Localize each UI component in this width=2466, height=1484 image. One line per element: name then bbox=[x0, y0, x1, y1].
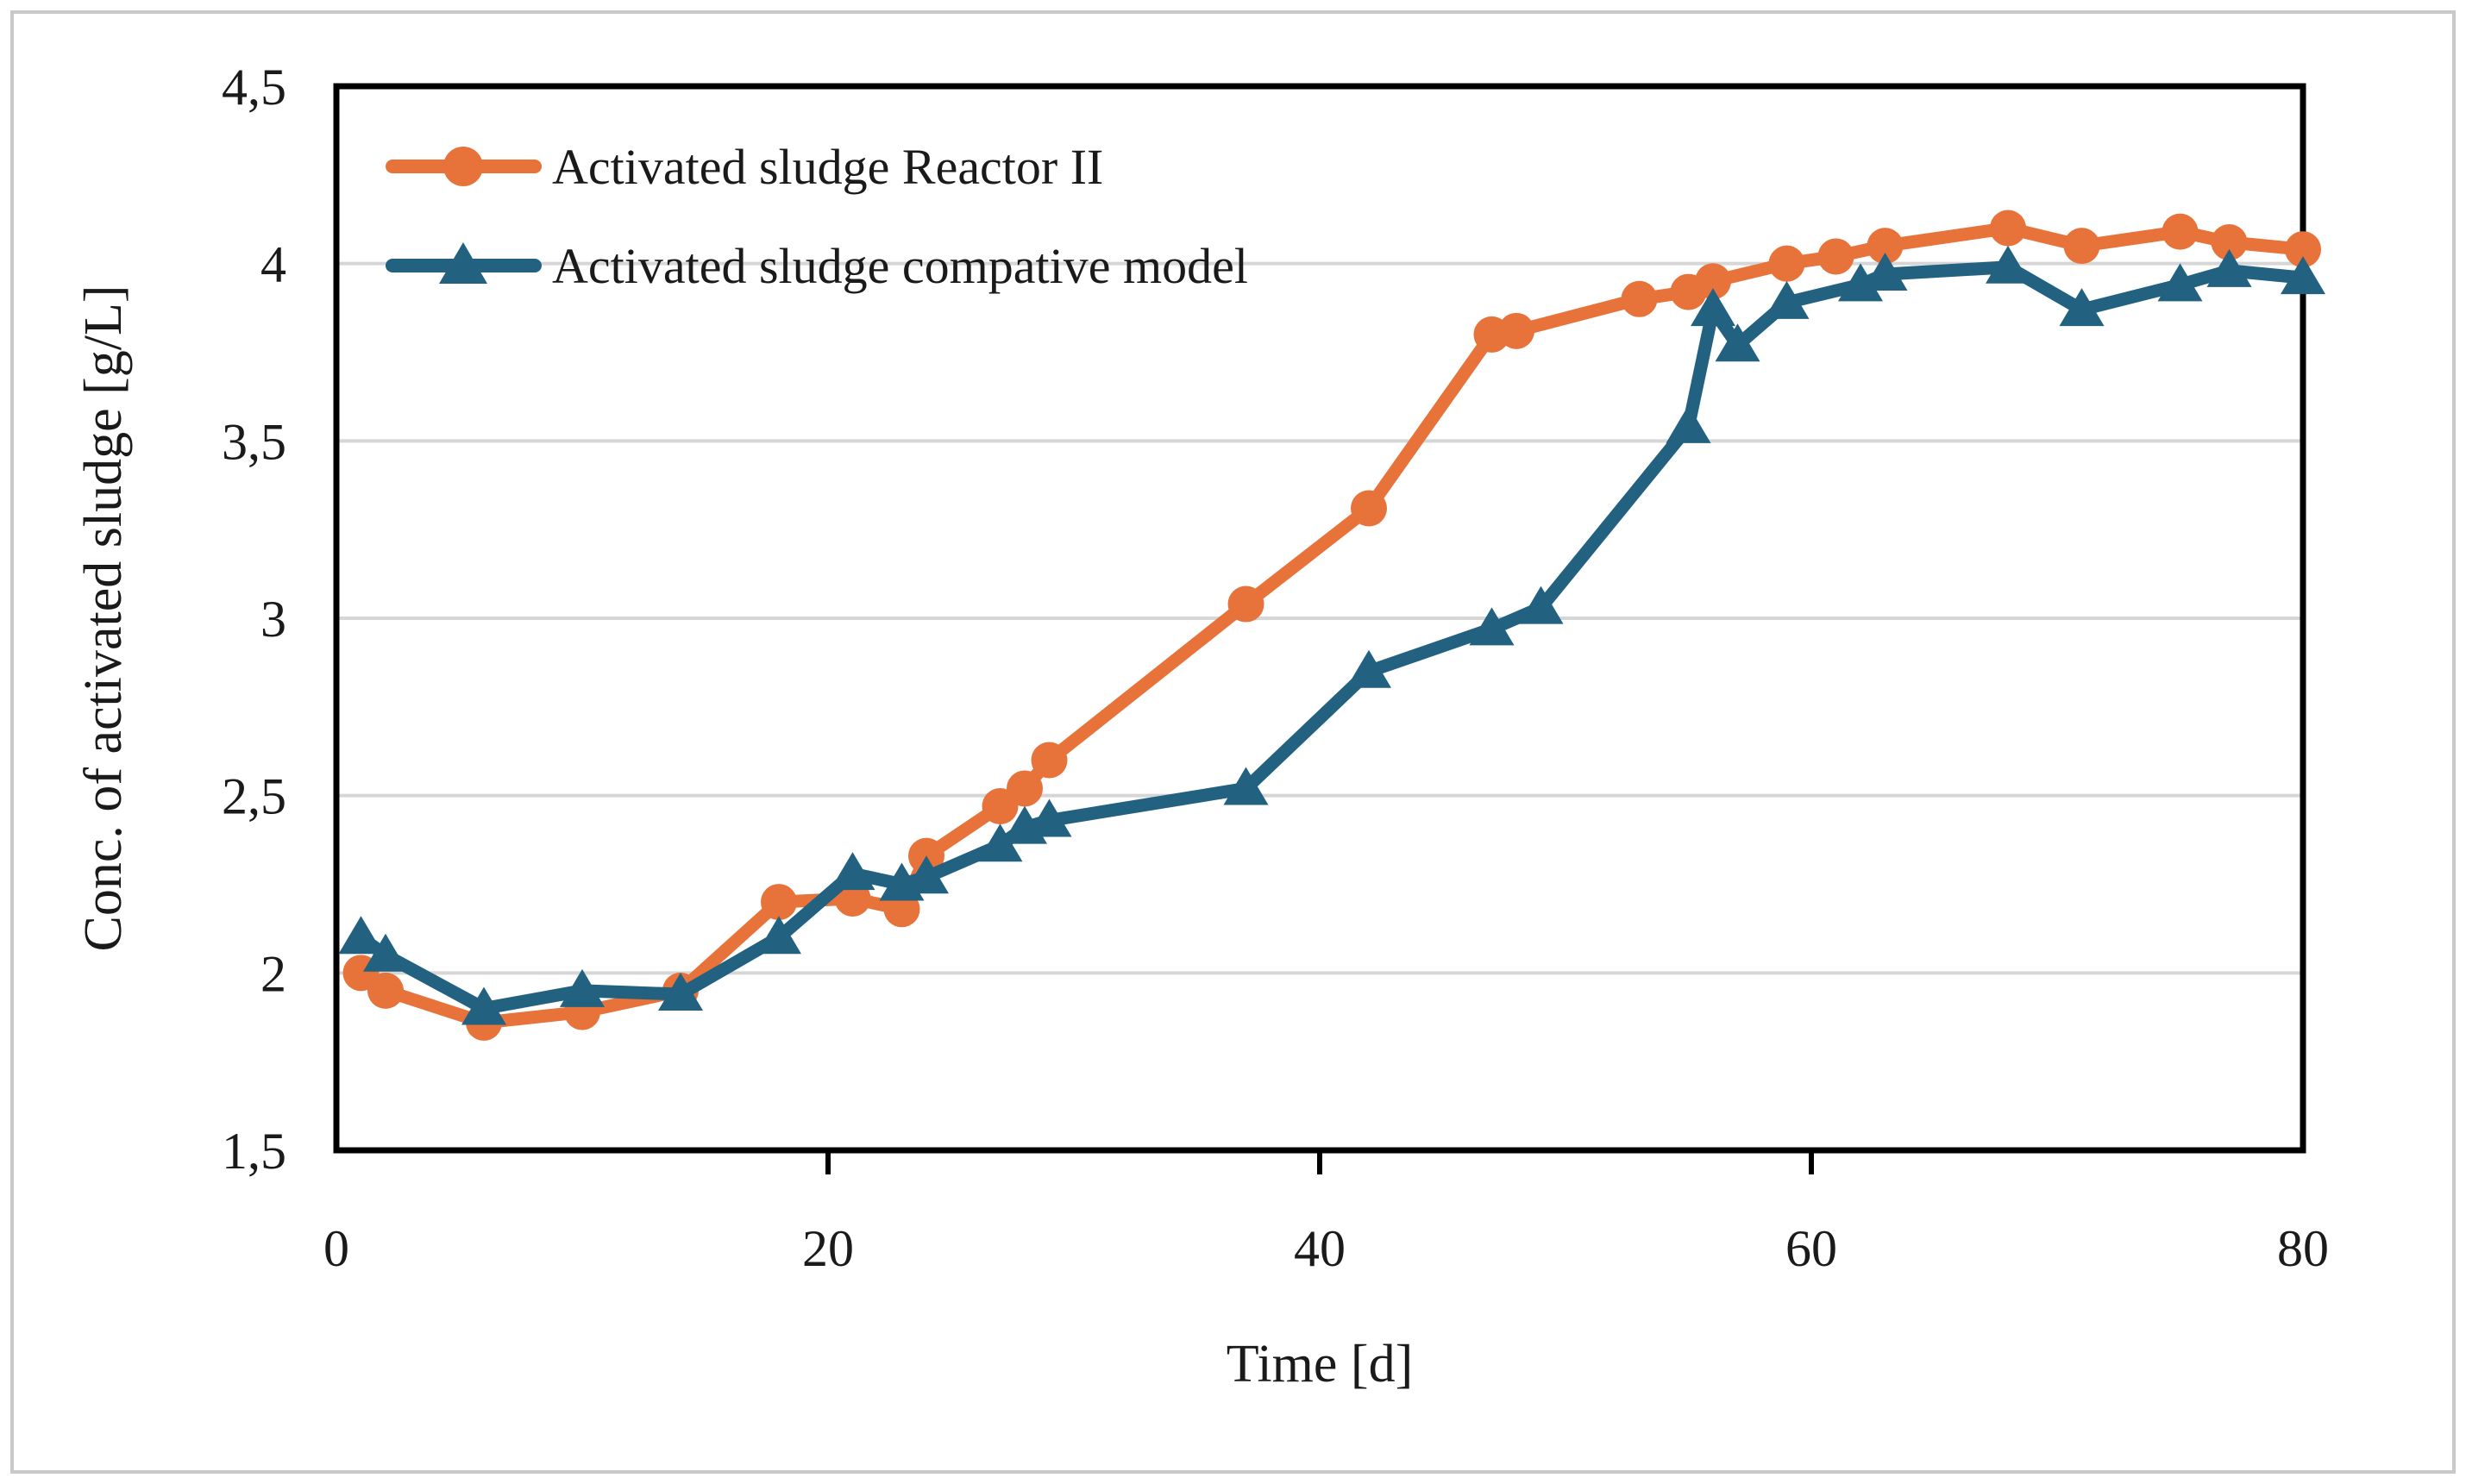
x-tick-label: 80 bbox=[2277, 1220, 2329, 1277]
data-point-triangle bbox=[1666, 404, 1711, 443]
data-point-circle bbox=[2162, 213, 2199, 250]
series-line bbox=[355, 260, 2310, 1015]
data-point-circle bbox=[1990, 210, 2026, 247]
data-point-triangle bbox=[658, 973, 703, 1011]
series-line bbox=[355, 222, 2310, 1030]
data-point-circle bbox=[2063, 228, 2100, 265]
data-point-circle bbox=[1817, 238, 1854, 275]
series-model bbox=[338, 245, 2325, 1025]
y-tick-label: 2 bbox=[260, 945, 286, 1002]
x-tick-label: 0 bbox=[323, 1220, 349, 1277]
data-point-triangle bbox=[830, 852, 875, 891]
legend: Activated sludge Reactor II Activated slu… bbox=[386, 139, 1248, 294]
data-point-triangle bbox=[2281, 256, 2325, 295]
data-point-triangle bbox=[1518, 585, 1564, 624]
data-point-circle bbox=[367, 972, 404, 1009]
data-point-triangle bbox=[977, 823, 1023, 862]
data-point-circle bbox=[1351, 490, 1387, 527]
y-axis-label: Conc. of activated sludge [g/L] bbox=[74, 285, 133, 951]
data-point-triangle bbox=[1026, 798, 1072, 837]
x-tick-label: 60 bbox=[1785, 1220, 1837, 1277]
data-point-triangle bbox=[338, 916, 384, 955]
x-tick-label: 20 bbox=[802, 1220, 854, 1277]
data-point-circle bbox=[1498, 312, 1534, 349]
data-point-triangle bbox=[756, 916, 801, 955]
data-point-triangle bbox=[1691, 288, 1735, 327]
data-point-triangle bbox=[1223, 767, 1269, 805]
y-tick-label: 1,5 bbox=[222, 1123, 286, 1180]
legend-item-model: Activated sludge compative model bbox=[386, 238, 1248, 294]
data-point-triangle bbox=[461, 986, 506, 1025]
data-point-circle bbox=[1768, 245, 1805, 282]
data-point-triangle bbox=[363, 933, 408, 972]
data-series bbox=[338, 210, 2325, 1041]
data-point-circle bbox=[1007, 770, 1043, 807]
y-tick-label: 3,5 bbox=[222, 413, 286, 470]
data-point-triangle bbox=[1715, 323, 1760, 362]
legend-item-reactor: Activated sludge Reactor II bbox=[386, 139, 1103, 195]
data-point-triangle bbox=[2206, 248, 2252, 287]
x-axis-tick-labels: 0 20 40 60 80 bbox=[323, 1220, 2329, 1277]
data-point-triangle bbox=[1986, 245, 2030, 284]
data-point-triangle bbox=[2157, 263, 2203, 302]
data-point-triangle bbox=[1346, 649, 1391, 688]
data-point-circle bbox=[1621, 280, 1658, 317]
data-point-triangle bbox=[1469, 607, 1515, 646]
data-point-circle bbox=[1695, 263, 1731, 300]
legend-label: Activated sludge Reactor II bbox=[552, 139, 1103, 195]
series-reactor bbox=[342, 210, 2321, 1041]
data-point-triangle bbox=[1862, 253, 1908, 291]
x-axis-tick-marks bbox=[825, 1150, 1814, 1174]
data-point-triangle bbox=[1764, 280, 1810, 319]
y-tick-label: 3 bbox=[260, 591, 286, 648]
legend-marker-circle bbox=[443, 147, 483, 186]
legend-marker-triangle bbox=[439, 242, 487, 284]
y-tick-label: 4 bbox=[260, 236, 286, 293]
figure-border bbox=[10, 10, 2456, 1474]
y-tick-label: 4,5 bbox=[222, 59, 286, 116]
y-axis-tick-labels: 1,5 2 2,5 3 3,5 4 4,5 bbox=[222, 59, 286, 1180]
y-tick-label: 2,5 bbox=[222, 768, 286, 825]
gridlines bbox=[336, 261, 2303, 975]
data-point-circle bbox=[1031, 742, 1068, 779]
data-point-circle bbox=[761, 884, 797, 921]
data-point-circle bbox=[1867, 228, 1904, 265]
data-point-circle bbox=[2285, 231, 2321, 268]
legend-label: Activated sludge compative model bbox=[552, 238, 1248, 294]
data-point-triangle bbox=[560, 968, 605, 1007]
data-point-circle bbox=[1227, 585, 1264, 623]
x-tick-label: 40 bbox=[1294, 1220, 1346, 1277]
data-point-triangle bbox=[2059, 288, 2105, 327]
data-point-triangle bbox=[904, 855, 949, 894]
data-point-circle bbox=[2211, 223, 2248, 260]
x-axis-label: Time [d] bbox=[1227, 1335, 1413, 1393]
data-point-triangle bbox=[1838, 263, 1883, 302]
